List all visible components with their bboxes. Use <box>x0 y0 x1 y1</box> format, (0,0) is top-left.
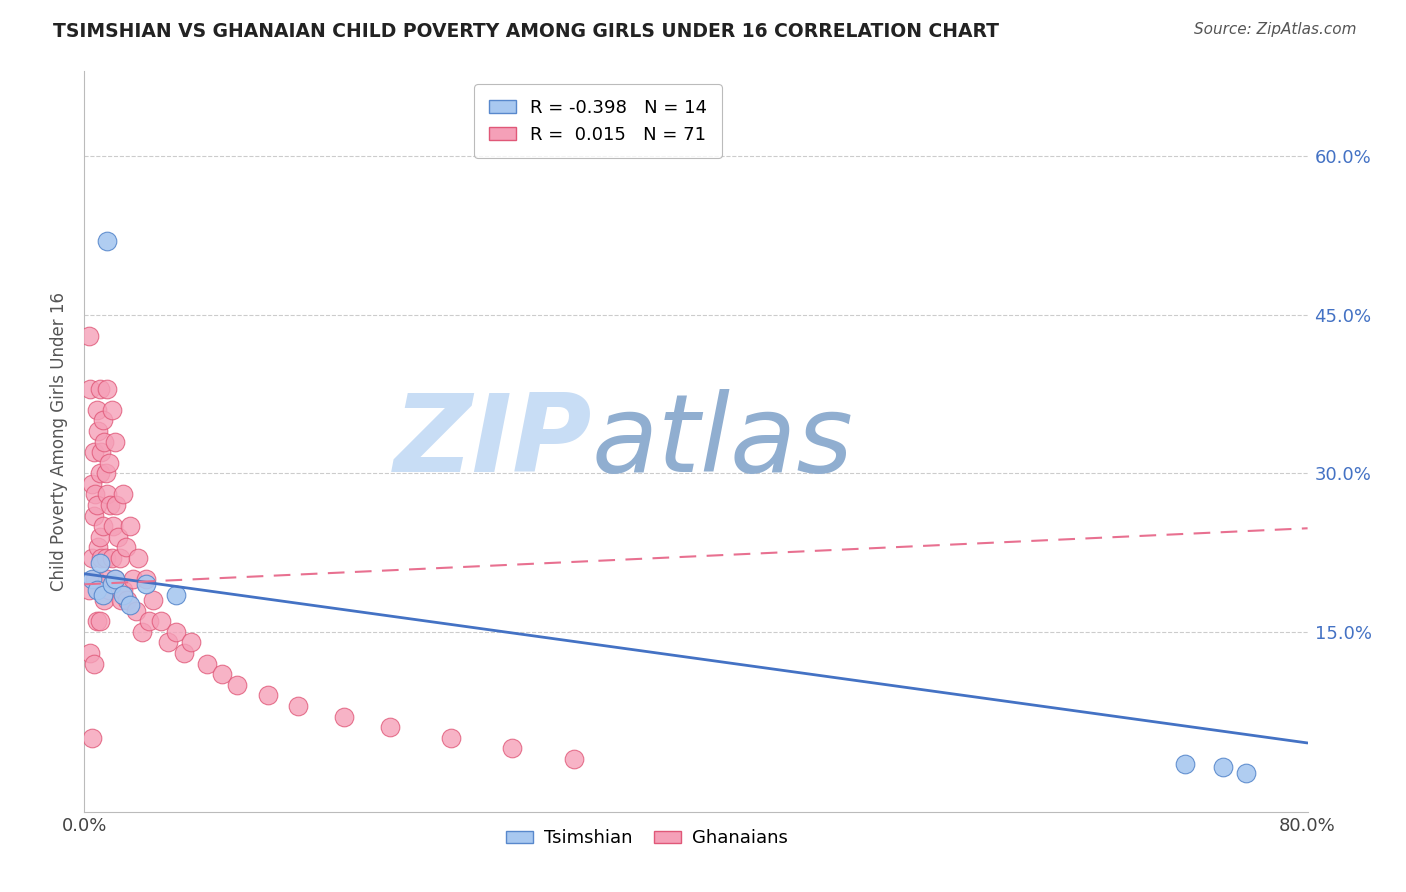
Point <box>87 541 110 555</box>
Point <box>1212 760 1234 774</box>
Y-axis label: Child Poverty Among Girls Under 16: Child Poverty Among Girls Under 16 <box>51 292 69 591</box>
Point <box>97 582 120 597</box>
Point <box>257 689 280 703</box>
Point <box>1174 757 1197 772</box>
Point <box>135 577 157 591</box>
Point <box>77 582 100 597</box>
Point <box>83 445 105 459</box>
Text: TSIMSHIAN VS GHANAIAN CHILD POVERTY AMONG GIRLS UNDER 16 CORRELATION CHART: TSIMSHIAN VS GHANAIAN CHILD POVERTY AMON… <box>53 22 1000 41</box>
Point <box>562 752 585 766</box>
Point <box>114 541 136 555</box>
Point <box>104 572 127 586</box>
Point <box>80 476 103 491</box>
Point <box>89 467 111 481</box>
Point <box>107 530 129 544</box>
Point <box>1236 765 1258 780</box>
Text: Source: ZipAtlas.com: Source: ZipAtlas.com <box>1194 22 1357 37</box>
Point <box>98 498 121 512</box>
Point <box>89 382 111 396</box>
Point <box>86 498 108 512</box>
Point <box>120 599 142 613</box>
Point <box>91 519 114 533</box>
Point <box>440 731 463 745</box>
Point <box>165 588 187 602</box>
Point <box>94 467 117 481</box>
Point <box>93 434 115 449</box>
Point <box>105 498 128 512</box>
Point <box>96 487 118 501</box>
Point <box>86 582 108 597</box>
Point <box>142 593 165 607</box>
Point <box>93 593 115 607</box>
Point <box>97 456 120 470</box>
Point <box>211 667 233 681</box>
Point <box>86 402 108 417</box>
Point <box>111 487 134 501</box>
Point <box>165 624 187 639</box>
Point <box>131 624 153 639</box>
Point <box>120 519 142 533</box>
Point <box>89 556 111 570</box>
Point <box>96 572 118 586</box>
Point <box>96 234 118 248</box>
Point <box>180 635 202 649</box>
Point <box>287 698 309 713</box>
Legend: Tsimshian, Ghanaians: Tsimshian, Ghanaians <box>499 822 796 855</box>
Point <box>96 382 118 396</box>
Point <box>502 741 524 756</box>
Point <box>149 615 172 629</box>
Point <box>104 434 127 449</box>
Point <box>84 487 107 501</box>
Text: ZIP: ZIP <box>394 389 592 494</box>
Point <box>79 646 101 660</box>
Point <box>83 508 105 523</box>
Point <box>83 657 105 671</box>
Point <box>90 550 112 565</box>
Point <box>157 635 180 649</box>
Point <box>89 530 111 544</box>
Point <box>80 572 103 586</box>
Point <box>87 424 110 438</box>
Point <box>79 382 101 396</box>
Point <box>115 593 138 607</box>
Text: atlas: atlas <box>592 389 853 494</box>
Point <box>103 519 125 533</box>
Point <box>104 572 127 586</box>
Point <box>333 709 356 723</box>
Point <box>127 550 149 565</box>
Point <box>122 572 145 586</box>
Point <box>125 604 148 618</box>
Point <box>80 731 103 745</box>
Point <box>101 550 124 565</box>
Point <box>80 550 103 565</box>
Point <box>111 588 134 602</box>
Point <box>108 550 131 565</box>
Point <box>110 593 132 607</box>
Point <box>77 328 100 343</box>
Point <box>101 402 124 417</box>
Point <box>135 572 157 586</box>
Point <box>86 615 108 629</box>
Point <box>138 615 160 629</box>
Point <box>101 577 124 591</box>
Point <box>173 646 195 660</box>
Point <box>226 678 249 692</box>
Point <box>89 615 111 629</box>
Point <box>111 582 134 597</box>
Point <box>91 588 114 602</box>
Point <box>90 445 112 459</box>
Point <box>195 657 218 671</box>
Point <box>84 572 107 586</box>
Point <box>91 413 114 427</box>
Point <box>94 550 117 565</box>
Point <box>380 720 402 734</box>
